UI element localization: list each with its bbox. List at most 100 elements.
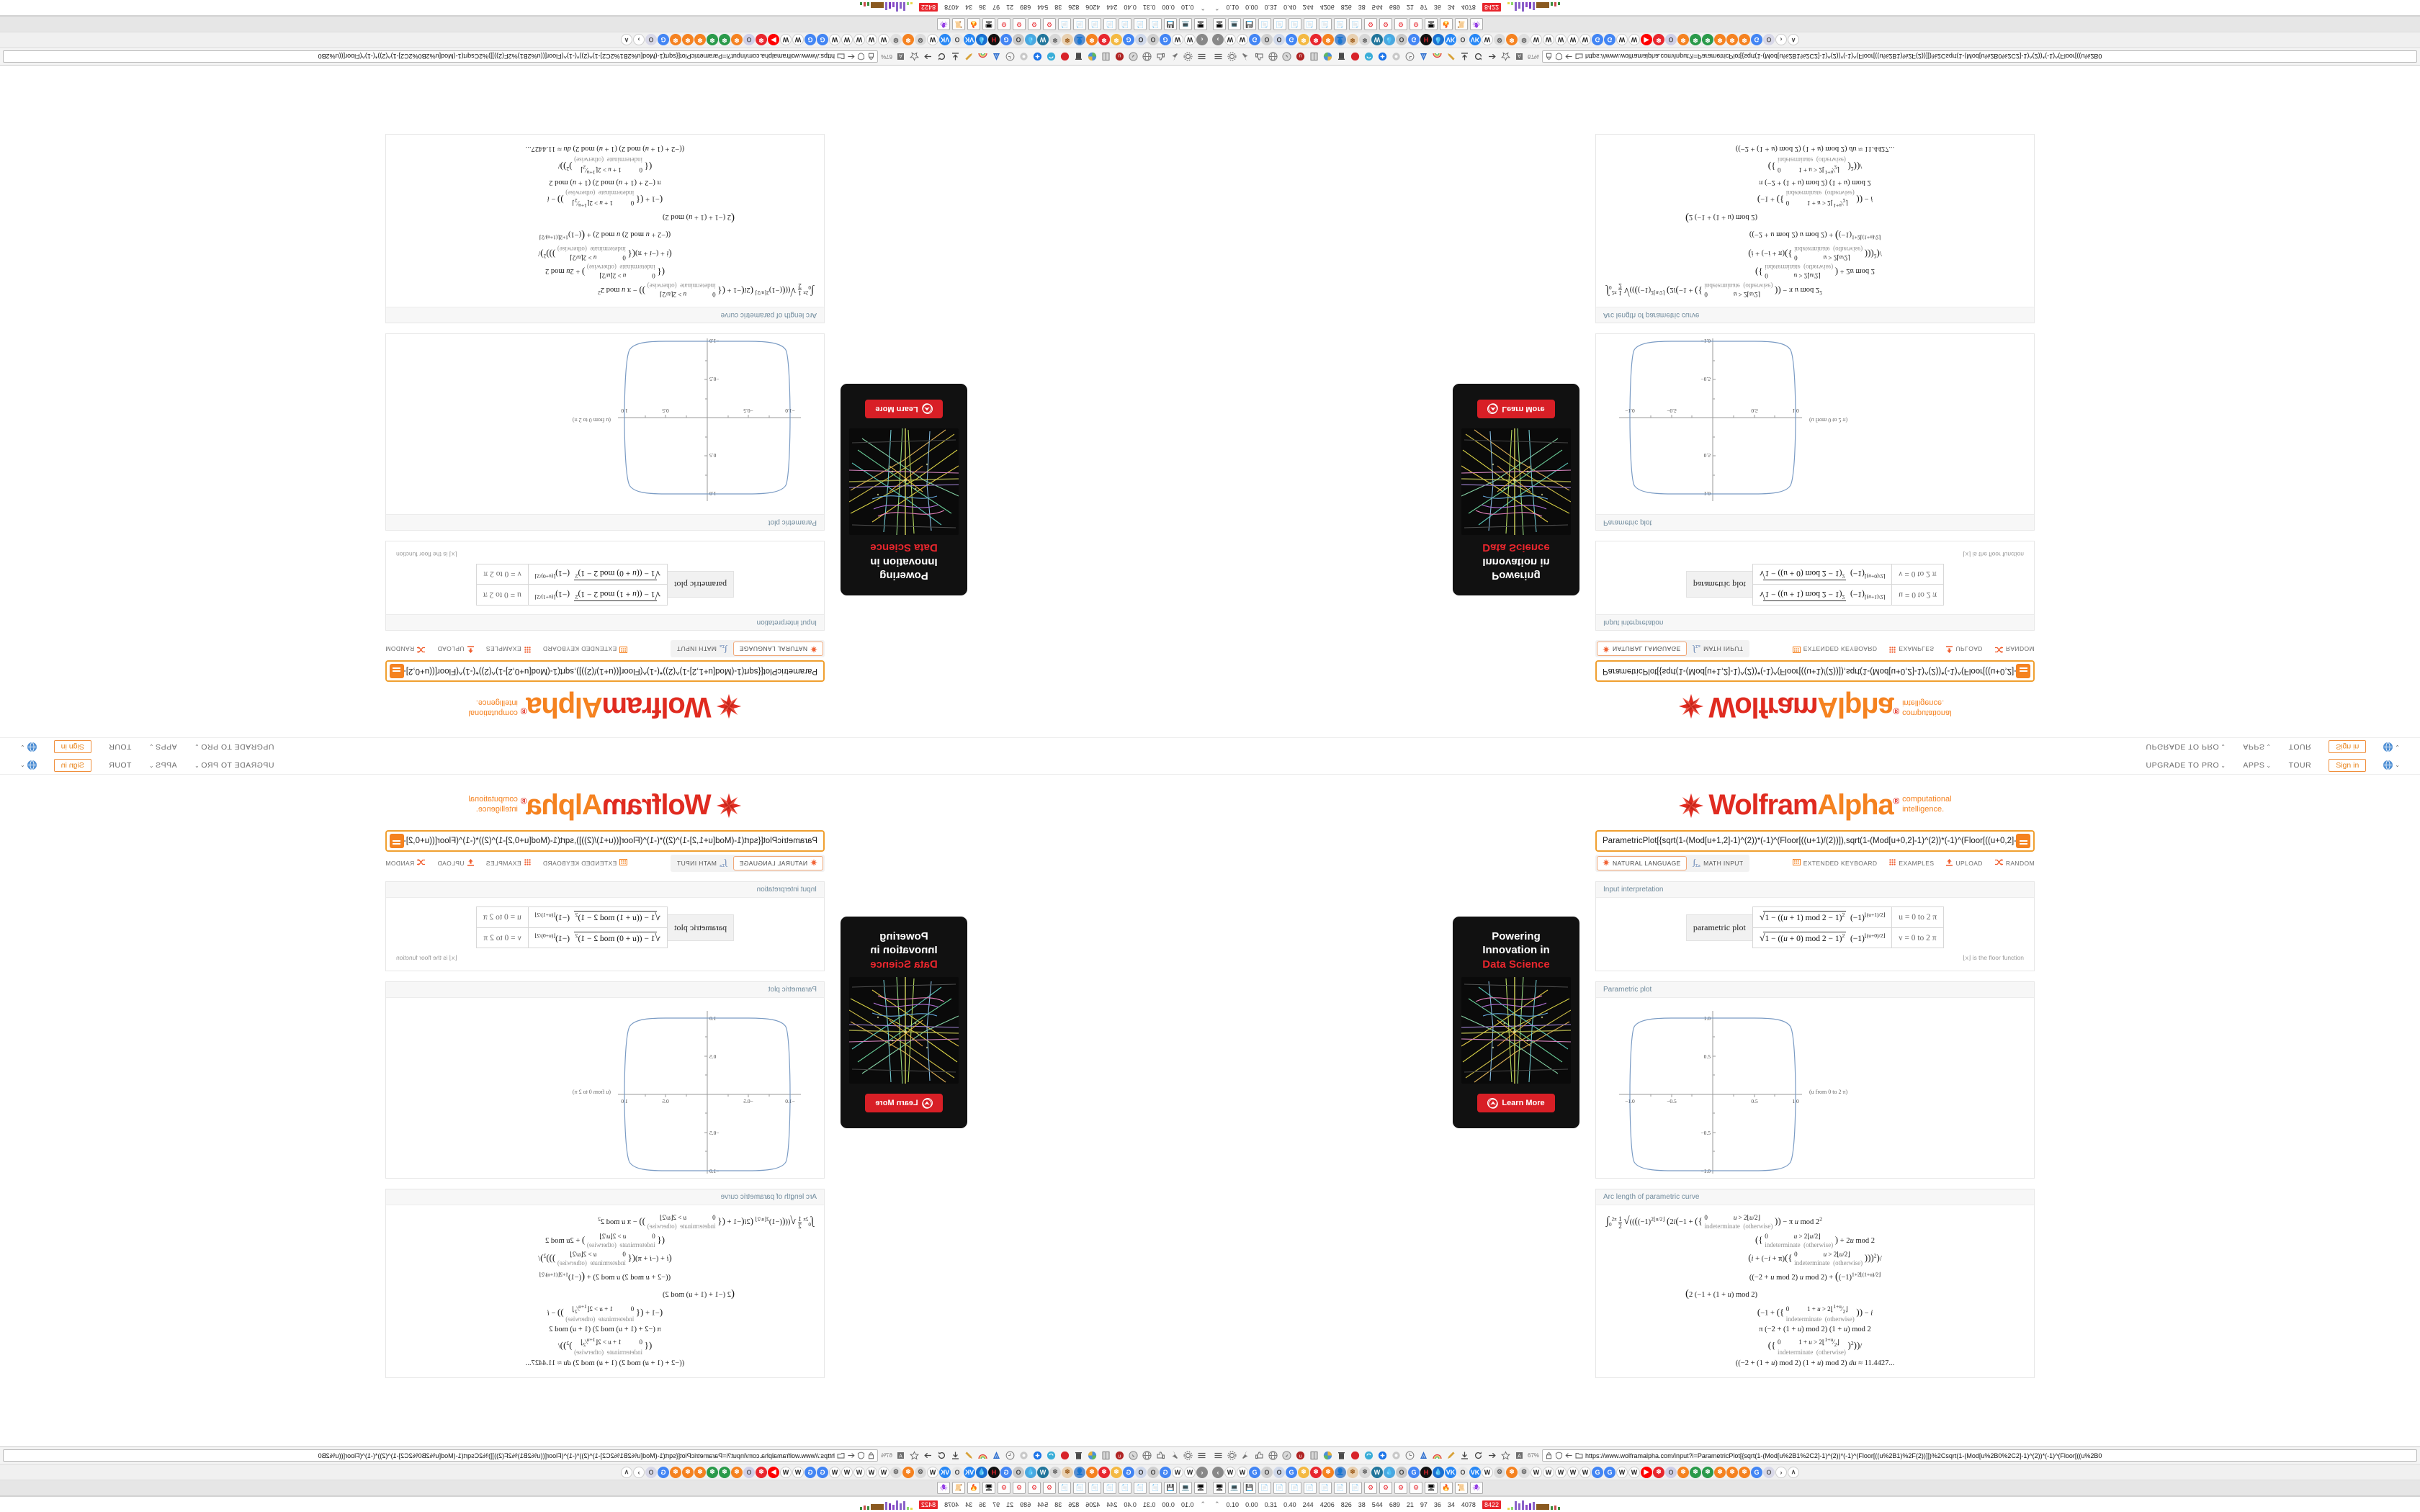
- bookmark-item[interactable]: 💧: [1384, 34, 1395, 46]
- bookmark-item[interactable]: 👤: [1074, 34, 1085, 46]
- tool-random[interactable]: RANDOM: [1994, 859, 2035, 867]
- bookmark-item[interactable]: O: [951, 1466, 963, 1478]
- bookmark-item[interactable]: G: [1286, 1466, 1297, 1478]
- tool-random[interactable]: RANDOM: [385, 645, 426, 653]
- submit-button[interactable]: [390, 664, 404, 679]
- bookmark-item[interactable]: ❄: [1322, 34, 1334, 46]
- bookmark-item[interactable]: ❄: [1049, 34, 1061, 46]
- bookmark-item[interactable]: ❄: [1347, 1466, 1358, 1478]
- bookmark-item[interactable]: O: [1147, 34, 1159, 46]
- bookmark-item[interactable]: G: [1123, 34, 1134, 46]
- bookmark-item[interactable]: G: [658, 1466, 669, 1478]
- back-arrow-icon[interactable]: [847, 53, 855, 60]
- bookmark-item[interactable]: G: [1160, 1466, 1171, 1478]
- tab-item[interactable]: 📄: [1058, 18, 1071, 30]
- bookmark-item[interactable]: ❄: [1062, 1466, 1073, 1478]
- bookmark-item[interactable]: W: [1224, 34, 1236, 46]
- bookmark-item[interactable]: W: [1628, 1466, 1640, 1478]
- bookmark-item[interactable]: 💧: [1384, 1466, 1395, 1478]
- bookmark-item[interactable]: H: [988, 1466, 1000, 1478]
- globe-icon[interactable]: [1142, 51, 1152, 62]
- bookmark-item[interactable]: O: [743, 1466, 755, 1478]
- bookmark-item[interactable]: G: [1249, 1466, 1260, 1478]
- translate-icon[interactable]: A: [991, 1450, 1002, 1461]
- gear-icon[interactable]: [1183, 51, 1193, 62]
- bookmark-item[interactable]: G: [805, 1466, 816, 1478]
- menu-icon[interactable]: [1196, 1450, 1207, 1461]
- bookmark-item[interactable]: ❄: [1049, 1466, 1061, 1478]
- zoom-level-label[interactable]: 67%: [880, 1452, 892, 1459]
- bookmark-item[interactable]: G: [1249, 34, 1260, 46]
- bookmark-item[interactable]: G: [1604, 1466, 1615, 1478]
- menu-icon[interactable]: [1196, 51, 1207, 62]
- nav-item-tour[interactable]: TOUR: [109, 761, 132, 770]
- bookmark-item[interactable]: ❄: [1702, 34, 1713, 46]
- tool-extended-keyboard[interactable]: EXTENDED KEYBOARD: [543, 859, 628, 867]
- bookmark-item[interactable]: ❄: [1086, 1466, 1098, 1478]
- bookmark-item[interactable]: VK: [939, 1466, 951, 1478]
- bookmark-item[interactable]: W: [1237, 34, 1248, 46]
- nav-item-apps[interactable]: APPS⌄: [2243, 743, 2271, 752]
- bookmark-item[interactable]: W: [1543, 34, 1554, 46]
- sign-in-button[interactable]: Sign in: [2329, 758, 2367, 772]
- bookmark-item[interactable]: W: [1224, 1466, 1236, 1478]
- settings-gear-icon[interactable]: [1391, 51, 1402, 62]
- ad-learn-more-button[interactable]: Learn More: [1477, 399, 1555, 418]
- clock-icon[interactable]: [1005, 51, 1016, 62]
- bookmark-item[interactable]: G: [1604, 34, 1615, 46]
- language-selector[interactable]: ⌄: [20, 760, 37, 770]
- nav-item-upgrade[interactable]: UPGRADE TO PRO⌄: [194, 761, 274, 770]
- badge-icon[interactable]: u: [1114, 1450, 1125, 1461]
- forward-arrow-icon[interactable]: [1487, 1450, 1497, 1461]
- folder-icon[interactable]: [1575, 53, 1583, 60]
- tool-upload[interactable]: UPLOAD: [1946, 644, 1983, 654]
- bookmark-item[interactable]: G: [817, 1466, 828, 1478]
- tab-item[interactable]: 📜: [1455, 1482, 1468, 1494]
- bookmark-item[interactable]: ❄: [1726, 34, 1738, 46]
- bookmark-item[interactable]: W: [1555, 1466, 1567, 1478]
- tab-item[interactable]: 📄: [1349, 18, 1362, 30]
- bookmark-item[interactable]: O: [1013, 34, 1024, 46]
- wolframalpha-logo[interactable]: WolframAlpha® computational intelligence…: [1210, 775, 2420, 830]
- sign-in-button[interactable]: Sign in: [53, 740, 91, 754]
- gear-icon[interactable]: [1227, 51, 1237, 62]
- tab-item[interactable]: 📄: [1334, 1482, 1347, 1494]
- tab-item[interactable]: 🕷: [1470, 1482, 1483, 1494]
- tab-item[interactable]: ⚙: [1043, 1482, 1056, 1494]
- book-icon[interactable]: [1309, 51, 1319, 62]
- reader-mode-icon[interactable]: A: [895, 51, 906, 62]
- tab-item[interactable]: 📄: [1088, 1482, 1101, 1494]
- language-selector[interactable]: ⌄: [2383, 760, 2400, 770]
- record-icon[interactable]: [1350, 51, 1361, 62]
- gear-icon[interactable]: [1183, 1450, 1193, 1461]
- bookmark-item[interactable]: ❄: [1098, 1466, 1110, 1478]
- wrench-icon[interactable]: [1169, 51, 1180, 62]
- pencil-icon[interactable]: [1446, 1450, 1456, 1461]
- search-input[interactable]: ParametricPlot[{sqrt(1-(Mod[u+1,2]-1)^(2…: [404, 667, 817, 676]
- tab-item[interactable]: 📄: [1073, 18, 1086, 30]
- bookmark-item[interactable]: O: [743, 34, 755, 46]
- bookmark-item[interactable]: W: [792, 1466, 804, 1478]
- bookmark-item[interactable]: 💧: [1433, 1466, 1444, 1478]
- bookmark-item[interactable]: ⚙: [915, 34, 926, 46]
- nav-item-upgrade[interactable]: UPGRADE TO PRO⌄: [2146, 743, 2226, 752]
- bookmark-item[interactable]: O: [1763, 34, 1775, 46]
- search-input[interactable]: ParametricPlot[{sqrt(1-(Mod[u+1,2]-1)^(2…: [404, 836, 817, 845]
- tab-item[interactable]: 📜: [952, 1482, 965, 1494]
- bookmark-item[interactable]: G: [1751, 34, 1762, 46]
- bookmarks-overflow-chevron-icon[interactable]: ›: [633, 1466, 645, 1478]
- sidebar-ad[interactable]: Powering Innovation in Data Science: [841, 916, 967, 1128]
- bookmark-item[interactable]: W: [841, 1466, 853, 1478]
- bookmark-item[interactable]: ❄: [1062, 34, 1073, 46]
- rainbow-icon[interactable]: [1432, 1450, 1443, 1461]
- bookmark-item[interactable]: W: [841, 34, 853, 46]
- sync-icon[interactable]: [1046, 1450, 1057, 1461]
- bookmark-item[interactable]: O: [1665, 34, 1677, 46]
- trash-icon[interactable]: [1336, 51, 1347, 62]
- tool-extended-keyboard[interactable]: EXTENDED KEYBOARD: [1792, 859, 1878, 867]
- tab-item[interactable]: 🖥: [1194, 1482, 1207, 1494]
- back-arrow-icon[interactable]: [1565, 1452, 1573, 1459]
- wrench-icon[interactable]: [1240, 51, 1251, 62]
- bookmark-item[interactable]: G: [817, 34, 828, 46]
- bookmark-item[interactable]: ❄: [1677, 1466, 1689, 1478]
